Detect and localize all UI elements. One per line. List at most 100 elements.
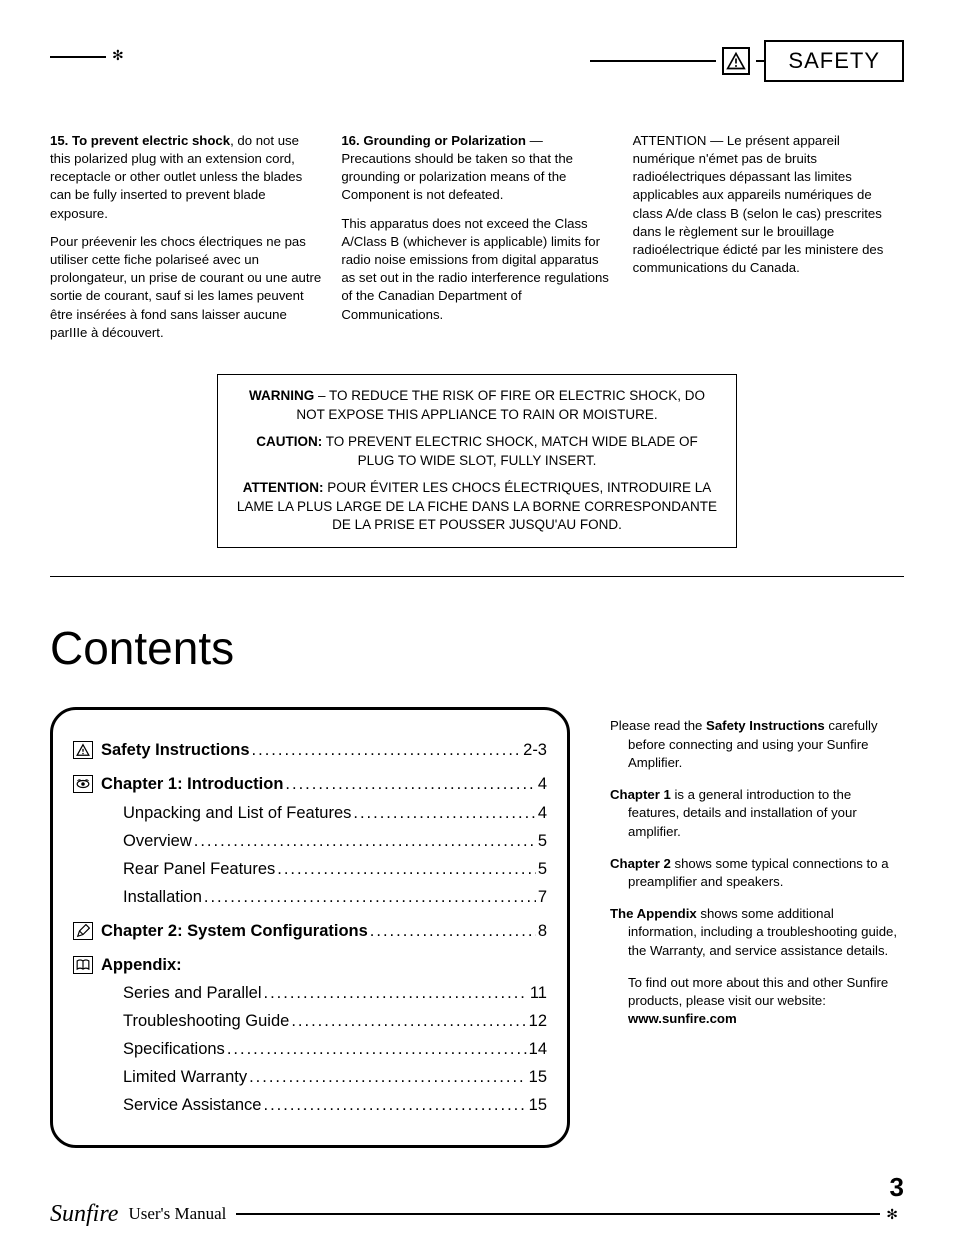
- sidebar-bold: The Appendix: [610, 906, 697, 921]
- page-number: 3: [890, 1170, 904, 1205]
- toc-page-number: 4: [538, 799, 547, 827]
- safety-col-1: 15. To prevent electric shock, do not us…: [50, 132, 321, 352]
- toc-leader-dots: [353, 799, 535, 827]
- toc-line: Limited Warranty 15: [73, 1063, 547, 1091]
- sidebar-bold: Chapter 1: [610, 787, 671, 802]
- sidebar-para: Chapter 2 shows some typical con­nection…: [610, 855, 904, 891]
- toc-line: Troubleshooting Guide 12: [73, 1007, 547, 1035]
- contents-row: Safety Instructions2-3 Chapter 1: Introdu…: [50, 707, 904, 1148]
- toc-label: Specifications: [123, 1035, 225, 1063]
- toc-label: Appendix:: [101, 951, 182, 979]
- sidebar-bold: Safety Instructions: [706, 718, 825, 733]
- toc-line: Specifications 14: [73, 1035, 547, 1063]
- toc-line: Installation 7: [73, 883, 547, 911]
- ornament-asterisk-icon: ✻: [886, 1205, 898, 1224]
- safety-col-2: 16. Grounding or Polarization — Precauti…: [341, 132, 612, 352]
- toc-line: Overview5: [73, 827, 547, 855]
- toc-line: Rear Panel Features 5: [73, 855, 547, 883]
- toc-page-number: 15: [529, 1063, 547, 1091]
- toc-page-number: 11: [530, 979, 547, 1007]
- sidebar-bold: Chapter 2: [610, 856, 671, 871]
- contents-sidebar: Please read the Safety Instructions care…: [610, 707, 904, 1042]
- page-header: ✻ SAFETY: [50, 40, 904, 82]
- sidebar-para: Please read the Safety Instructions care…: [610, 717, 904, 772]
- sidebar-bold: www.sunfire.com: [628, 1011, 737, 1026]
- toc-leader-dots: [194, 827, 536, 855]
- toc-page-number: 5: [538, 855, 547, 883]
- toc-line: Unpacking and List of Features 4: [73, 799, 547, 827]
- caution-bold: CAUTION:: [256, 434, 322, 449]
- sidebar-text: Please read the: [610, 718, 706, 733]
- toc-line: Appendix:: [73, 951, 547, 979]
- footer-rule: [236, 1213, 880, 1215]
- toc-leader-dots: [252, 736, 522, 764]
- sidebar-para: To find out more about this and other Su…: [610, 974, 904, 1029]
- contents-heading: Contents: [50, 617, 904, 679]
- page-footer: Sunfire User's Manual ✻ 3: [50, 1198, 904, 1230]
- toc-label: Limited Warranty: [123, 1063, 247, 1091]
- warning-box: WARNING – TO REDUCE THE RISK OF FIRE OR …: [217, 374, 737, 548]
- warning-text: – TO REDUCE THE RISK OF FIRE OR ELECTRIC…: [296, 388, 705, 422]
- caution-text: TO PREVENT ELECTRIC SHOCK, MATCH WIDE BL…: [322, 434, 698, 468]
- pencil-icon: [73, 922, 93, 940]
- toc-page-number: 4: [538, 770, 547, 798]
- safety-bold-lead: 16. Grounding or Polarization: [341, 133, 526, 148]
- toc-line: Series and Parallel 11: [73, 979, 547, 1007]
- header-rule-mid: [590, 60, 716, 62]
- toc-label: Service Assistance: [123, 1091, 261, 1119]
- toc-leader-dots: [291, 1007, 526, 1035]
- toc-page-number: 5: [538, 827, 547, 855]
- attention-line: ATTENTION: POUR ÉVITER LES CHOCS ÉLECTRI…: [236, 479, 718, 536]
- toc-leader-dots: [227, 1035, 527, 1063]
- toc-page-number: 7: [538, 883, 547, 911]
- toc-page-number: 14: [529, 1035, 547, 1063]
- warning-icon: [73, 741, 93, 759]
- toc-page-number: 15: [529, 1091, 547, 1119]
- toc-line: Service Assistance 15: [73, 1091, 547, 1119]
- toc-leader-dots: [370, 917, 536, 945]
- ornament-asterisk-icon: ✻: [112, 46, 124, 65]
- header-rule-join: [756, 60, 764, 62]
- eye-icon: [73, 775, 93, 793]
- toc-page-number: 12: [529, 1007, 547, 1035]
- toc-line: Chapter 2: System Configurations 8: [73, 917, 547, 945]
- safety-col-3: ATTENTION — Le présent appar­eil numériq…: [633, 132, 904, 352]
- toc-label: Unpacking and List of Features: [123, 799, 351, 827]
- warning-line: WARNING – TO REDUCE THE RISK OF FIRE OR …: [236, 387, 718, 425]
- safety-para: This apparatus does not exceed the Class…: [341, 215, 612, 324]
- toc-leader-dots: [285, 770, 535, 798]
- footer-manual-label: User's Manual: [128, 1203, 226, 1226]
- section-label: SAFETY: [788, 48, 880, 73]
- toc-leader-dots: [264, 979, 528, 1007]
- toc-label: Rear Panel Features: [123, 855, 275, 883]
- toc-label: Series and Parallel: [123, 979, 262, 1007]
- sidebar-text: To find out more about this and other Su…: [628, 975, 888, 1008]
- toc-leader-dots: [263, 1091, 526, 1119]
- safety-para: 16. Grounding or Polarization — Precauti…: [341, 132, 612, 205]
- toc-line: Chapter 1: Introduction 4: [73, 770, 547, 798]
- toc-page-number: 8: [538, 917, 547, 945]
- toc-label: Installation: [123, 883, 202, 911]
- toc-box: Safety Instructions2-3 Chapter 1: Introdu…: [50, 707, 570, 1148]
- toc-line: Safety Instructions2-3: [73, 736, 547, 764]
- toc-label: Chapter 2: System Configurations: [101, 917, 368, 945]
- toc-label: Chapter 1: Introduction: [101, 770, 283, 798]
- safety-columns: 15. To prevent electric shock, do not us…: [50, 132, 904, 352]
- toc-label: Troubleshooting Guide: [123, 1007, 289, 1035]
- warning-triangle-icon: [722, 47, 750, 75]
- section-divider: [50, 576, 904, 577]
- toc-leader-dots: [204, 883, 536, 911]
- toc-leader-dots: [249, 1063, 527, 1091]
- safety-para: ATTENTION — Le présent appar­eil numériq…: [633, 132, 904, 278]
- warning-bold: WARNING: [249, 388, 314, 403]
- safety-para: Pour préevenir les chocs électriques ne …: [50, 233, 321, 342]
- safety-bold-lead: 15. To prevent electric shock: [50, 133, 230, 148]
- safety-para: 15. To prevent electric shock, do not us…: [50, 132, 321, 223]
- toc-leader-dots: [277, 855, 536, 883]
- book-icon: [73, 956, 93, 974]
- toc-label: Safety Instructions: [101, 736, 250, 764]
- brand-logo-text: Sunfire: [50, 1198, 118, 1230]
- header-rule-left: [50, 56, 106, 58]
- section-label-box: SAFETY: [764, 40, 904, 82]
- caution-line: CAUTION: TO PREVENT ELECTRIC SHOCK, MATC…: [236, 433, 718, 471]
